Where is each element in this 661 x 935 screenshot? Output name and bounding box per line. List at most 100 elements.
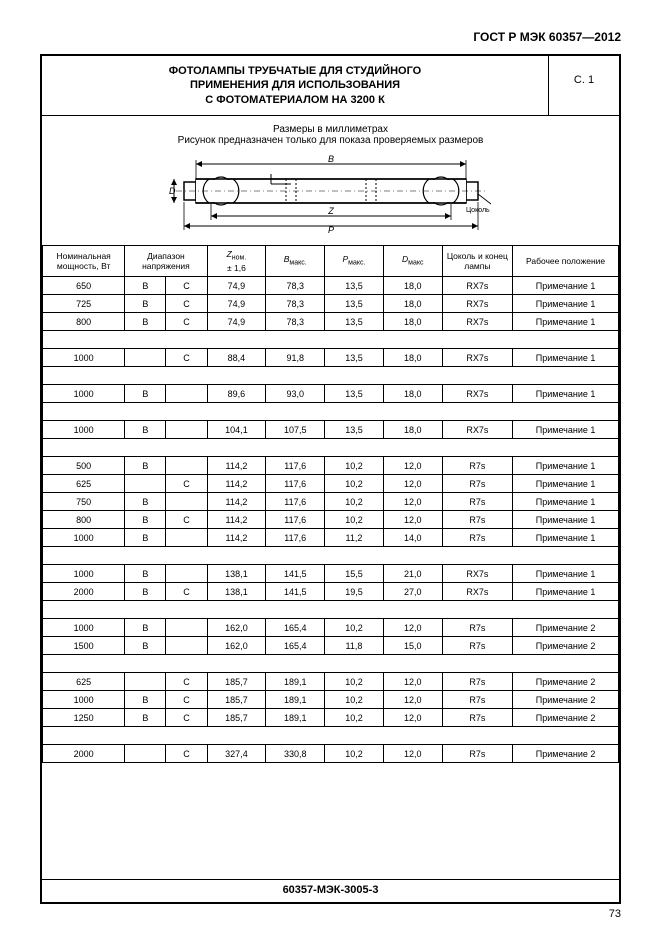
col-z: Zном.± 1,6 <box>207 245 266 276</box>
table-cell: 13,5 <box>325 295 384 313</box>
table-cell: 114,2 <box>207 457 266 475</box>
table-cell: 18,0 <box>383 349 442 367</box>
table-cell: R7s <box>442 457 513 475</box>
table-cell <box>125 673 166 691</box>
col-p: Pмакс. <box>325 245 384 276</box>
svg-text:Z: Z <box>327 206 334 216</box>
table-cell: 78,3 <box>266 295 325 313</box>
table-cell: B <box>125 421 166 439</box>
table-cell: C <box>166 745 207 763</box>
table-cell: 141,5 <box>266 583 325 601</box>
title-row: ФОТОЛАМПЫ ТРУБЧАТЫЕ ДЛЯ СТУДИЙНОГО ПРИМЕ… <box>42 56 619 116</box>
table-cell: RX7s <box>442 385 513 403</box>
table-cell: 10,2 <box>325 619 384 637</box>
table-cell: 78,3 <box>266 277 325 295</box>
table-cell: B <box>125 691 166 709</box>
table-cell: 104,1 <box>207 421 266 439</box>
table-cell: 11,8 <box>325 637 384 655</box>
table-row: 500B114,2117,610,212,0R7sПримечание 1 <box>43 457 619 475</box>
table-cell: 10,2 <box>325 709 384 727</box>
table-cell: C <box>166 583 207 601</box>
table-cell: 117,6 <box>266 475 325 493</box>
table-row: 1500B162,0165,411,815,0R7sПримечание 2 <box>43 637 619 655</box>
table-cell: 189,1 <box>266 709 325 727</box>
table-cell: R7s <box>442 673 513 691</box>
title-cell: ФОТОЛАМПЫ ТРУБЧАТЫЕ ДЛЯ СТУДИЙНОГО ПРИМЕ… <box>42 56 549 115</box>
table-row: 1000B138,1141,515,521,0RX7sПримечание 1 <box>43 565 619 583</box>
table-cell: 15,5 <box>325 565 384 583</box>
table-cell: 10,2 <box>325 745 384 763</box>
table-cell: 10,2 <box>325 673 384 691</box>
subtitle-line-1: Размеры в миллиметрах <box>273 124 388 135</box>
table-cell: 114,2 <box>207 511 266 529</box>
table-cell <box>166 457 207 475</box>
table-cell: 12,0 <box>383 691 442 709</box>
table-cell: 162,0 <box>207 619 266 637</box>
table-cell: 625 <box>43 475 125 493</box>
table-cell: 18,0 <box>383 295 442 313</box>
table-cell: 750 <box>43 493 125 511</box>
table-cell: B <box>125 457 166 475</box>
table-cell: 500 <box>43 457 125 475</box>
group-spacer <box>43 439 619 457</box>
table-cell: 15,0 <box>383 637 442 655</box>
table-cell: 74,9 <box>207 277 266 295</box>
table-cell: 14,0 <box>383 529 442 547</box>
table-cell: C <box>166 349 207 367</box>
table-cell: Примечание 2 <box>513 673 619 691</box>
table-cell: 1000 <box>43 691 125 709</box>
content-frame: ФОТОЛАМПЫ ТРУБЧАТЫЕ ДЛЯ СТУДИЙНОГО ПРИМЕ… <box>40 54 621 904</box>
data-table: Номинальная мощность, Вт Диапазон напряж… <box>42 245 619 763</box>
table-cell: RX7s <box>442 421 513 439</box>
table-cell: 1000 <box>43 385 125 403</box>
table-cell: Примечание 2 <box>513 691 619 709</box>
table-cell: 327,4 <box>207 745 266 763</box>
table-cell: Примечание 1 <box>513 295 619 313</box>
table-cell: 18,0 <box>383 385 442 403</box>
lamp-diagram: B <box>42 150 619 245</box>
table-cell: 117,6 <box>266 493 325 511</box>
group-spacer <box>43 331 619 349</box>
table-cell: Примечание 1 <box>513 313 619 331</box>
table-row: 1000C88,491,813,518,0RX7sПримечание 1 <box>43 349 619 367</box>
table-row: 800BC114,2117,610,212,0R7sПримечание 1 <box>43 511 619 529</box>
table-cell: Примечание 1 <box>513 421 619 439</box>
table-cell: B <box>125 511 166 529</box>
table-cell: Примечание 2 <box>513 745 619 763</box>
table-row: 725BC74,978,313,518,0RX7sПримечание 1 <box>43 295 619 313</box>
table-cell: B <box>125 529 166 547</box>
table-cell: RX7s <box>442 277 513 295</box>
table-cell: 162,0 <box>207 637 266 655</box>
col-b: Bмакс. <box>266 245 325 276</box>
header-row: Номинальная мощность, Вт Диапазон напряж… <box>43 245 619 276</box>
table-cell: C <box>166 511 207 529</box>
table-cell: 117,6 <box>266 511 325 529</box>
table-row: 2000C327,4330,810,212,0R7sПримечание 2 <box>43 745 619 763</box>
table-cell: 185,7 <box>207 673 266 691</box>
table-cell: 10,2 <box>325 511 384 529</box>
table-row: 625C185,7189,110,212,0R7sПримечание 2 <box>43 673 619 691</box>
table-cell: 165,4 <box>266 637 325 655</box>
table-row: 750B114,2117,610,212,0R7sПримечание 1 <box>43 493 619 511</box>
group-spacer <box>43 367 619 385</box>
table-row: 1000B162,0165,410,212,0R7sПримечание 2 <box>43 619 619 637</box>
table-cell: 650 <box>43 277 125 295</box>
page: ГОСТ Р МЭК 60357—2012 ФОТОЛАМПЫ ТРУБЧАТЫ… <box>0 0 661 935</box>
table-cell: C <box>166 313 207 331</box>
table-cell: Примечание 1 <box>513 511 619 529</box>
group-spacer <box>43 601 619 619</box>
table-cell: 89,6 <box>207 385 266 403</box>
table-cell: 10,2 <box>325 475 384 493</box>
table-cell: Примечание 2 <box>513 709 619 727</box>
table-row: 2000BC138,1141,519,527,0RX7sПримечание 1 <box>43 583 619 601</box>
table-cell: R7s <box>442 493 513 511</box>
table-cell: RX7s <box>442 295 513 313</box>
table-cell: 27,0 <box>383 583 442 601</box>
table-cell: 725 <box>43 295 125 313</box>
table-cell: B <box>125 709 166 727</box>
table-cell: 11,2 <box>325 529 384 547</box>
table-cell: 18,0 <box>383 313 442 331</box>
table-cell: 1500 <box>43 637 125 655</box>
table-cell: 1000 <box>43 349 125 367</box>
table-cell: 185,7 <box>207 691 266 709</box>
